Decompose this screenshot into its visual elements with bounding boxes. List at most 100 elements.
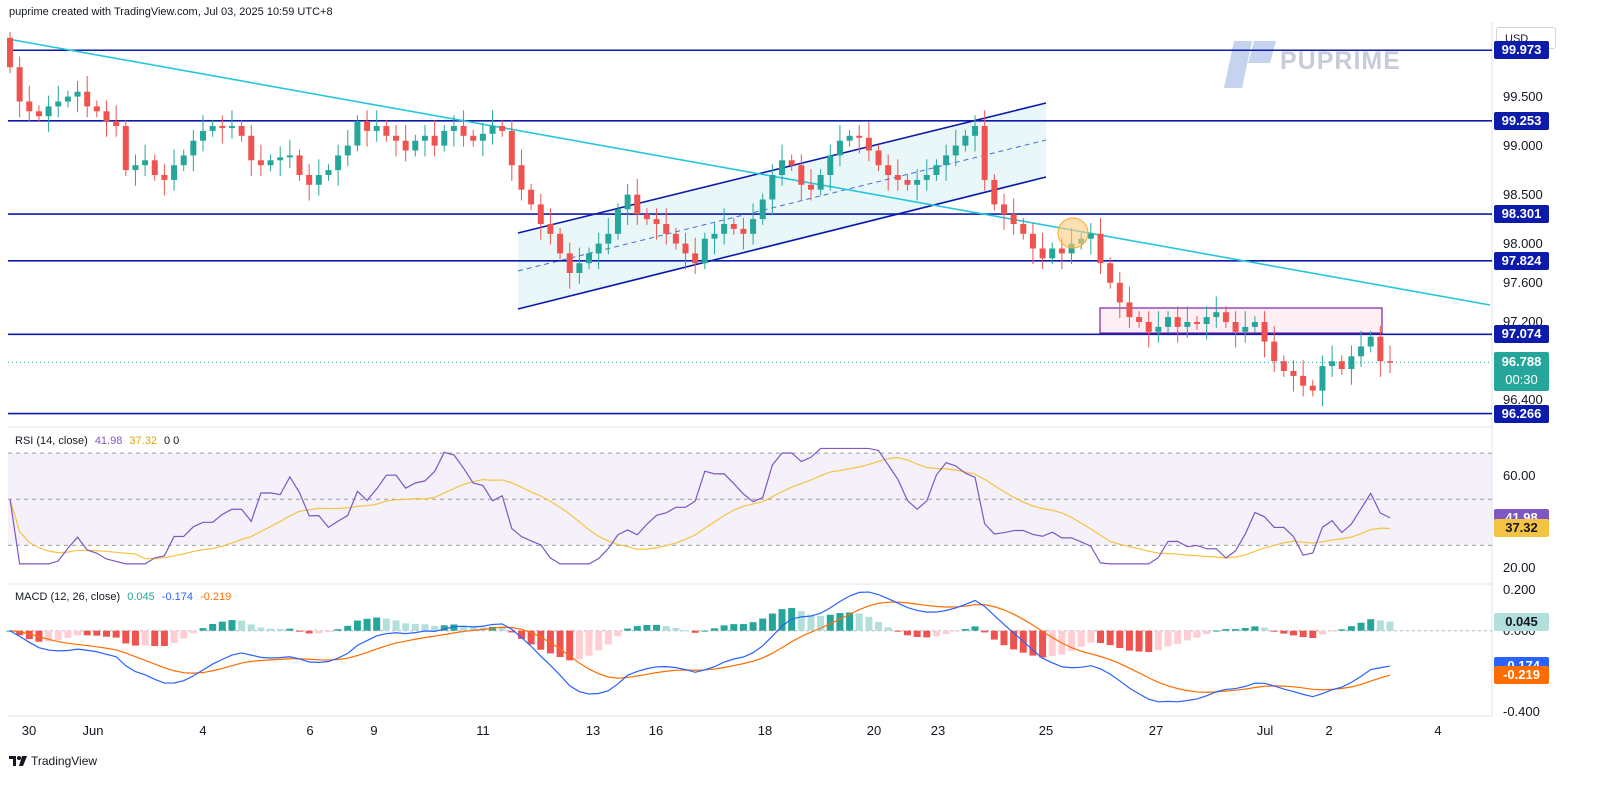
candle-body bbox=[624, 194, 631, 210]
candle bbox=[943, 144, 950, 181]
macd-tick-label: -0.400 bbox=[1503, 703, 1540, 719]
candle bbox=[499, 120, 506, 137]
candle-body bbox=[325, 170, 332, 175]
macd-hist-bar bbox=[1222, 629, 1230, 631]
candle-body bbox=[93, 106, 100, 112]
candle bbox=[354, 115, 361, 152]
candle bbox=[1222, 306, 1229, 328]
macd-hist-bar bbox=[74, 630, 82, 636]
candle-body bbox=[1280, 361, 1287, 371]
candle bbox=[122, 120, 129, 176]
macd-hist-bar bbox=[421, 624, 429, 631]
candle-body bbox=[113, 121, 120, 126]
rsi-legend: RSI (14, close) 41.98 37.32 0 0 bbox=[15, 435, 179, 447]
rsi-tick-label: 60.00 bbox=[1503, 468, 1536, 484]
candles bbox=[7, 31, 1393, 407]
candle-body bbox=[836, 140, 843, 156]
macd-hist-bar bbox=[768, 613, 776, 631]
candle-body bbox=[383, 126, 390, 136]
candle-body bbox=[943, 155, 950, 166]
price-tick-label: 99.500 bbox=[1503, 88, 1543, 104]
candle bbox=[721, 208, 728, 245]
time-tick-label: 25 bbox=[1038, 723, 1054, 738]
macd-hist-bar bbox=[682, 630, 690, 632]
candle bbox=[7, 31, 13, 74]
macd-hist-bar bbox=[382, 618, 390, 631]
macd-hist-bar bbox=[990, 630, 998, 640]
candle-body bbox=[402, 140, 409, 151]
candle bbox=[595, 232, 602, 270]
candle bbox=[1193, 316, 1200, 330]
macd-hist-bar bbox=[228, 620, 236, 631]
macd-hist-bar bbox=[624, 628, 632, 631]
candle-body bbox=[894, 175, 901, 180]
candle-body bbox=[228, 126, 235, 128]
candle bbox=[1184, 306, 1191, 338]
chart-header: puprime created with TradingView.com, Ju… bbox=[9, 6, 333, 18]
candle bbox=[904, 174, 911, 191]
candle bbox=[45, 95, 52, 132]
candle-body bbox=[972, 126, 979, 136]
candle bbox=[228, 110, 235, 139]
macd-hist-bar bbox=[614, 630, 622, 637]
candle bbox=[643, 208, 650, 225]
candle bbox=[807, 169, 814, 201]
last-price-label: 96.788 00:30 bbox=[1494, 352, 1549, 392]
candle bbox=[894, 159, 901, 191]
candle bbox=[1348, 345, 1355, 385]
macd-hist-value-label: 0.045 bbox=[1494, 612, 1549, 631]
candle-body bbox=[219, 126, 226, 128]
candle-body bbox=[412, 140, 419, 151]
candle bbox=[914, 169, 921, 201]
candle-body bbox=[1319, 366, 1326, 391]
candle-body bbox=[1232, 322, 1239, 332]
time-tick-label: Jul bbox=[1256, 723, 1274, 738]
candle-body bbox=[547, 224, 554, 234]
candle bbox=[1203, 306, 1210, 340]
candle bbox=[1251, 316, 1258, 333]
candle-body bbox=[605, 233, 612, 244]
candle-body bbox=[962, 135, 969, 146]
macd-hist-bar bbox=[807, 614, 815, 631]
candle-body bbox=[460, 126, 467, 136]
candle-body bbox=[528, 189, 535, 205]
candle bbox=[1300, 360, 1307, 397]
candle-body bbox=[335, 155, 342, 171]
macd-hist-bar bbox=[865, 616, 873, 631]
candle bbox=[952, 129, 959, 167]
candle-body bbox=[344, 145, 351, 156]
macd-hist-bar bbox=[643, 624, 651, 631]
candle bbox=[267, 154, 274, 172]
candle bbox=[1029, 223, 1036, 265]
candle bbox=[103, 100, 110, 137]
candle bbox=[586, 247, 593, 270]
candle-body bbox=[190, 140, 197, 156]
candle bbox=[1087, 223, 1094, 255]
macd-hist-bar bbox=[894, 630, 902, 632]
level-price-label: 97.074 bbox=[1494, 325, 1549, 344]
macd-hist-bar bbox=[595, 630, 603, 651]
candle bbox=[846, 129, 853, 147]
descending-trendline bbox=[7, 38, 1491, 306]
macd-hist-bar bbox=[1338, 629, 1346, 631]
candle-body bbox=[885, 165, 892, 175]
macd-hist-bar bbox=[122, 630, 130, 644]
candle-body bbox=[1367, 336, 1374, 347]
candle bbox=[1020, 218, 1027, 240]
macd-hist-bar bbox=[1116, 630, 1124, 649]
macd-hist-bar bbox=[932, 630, 940, 637]
brand-mark-icon bbox=[1224, 41, 1276, 88]
candle-body bbox=[933, 165, 940, 175]
candle-body bbox=[663, 224, 670, 234]
rsi-ma-line bbox=[9, 456, 1391, 560]
candle bbox=[1116, 272, 1123, 319]
macd-hist-bar bbox=[710, 628, 718, 631]
macd-hist-bar bbox=[1164, 630, 1172, 647]
macd-hist-bar bbox=[16, 630, 24, 636]
macd-hist-bar bbox=[537, 630, 545, 650]
touch-point-marker bbox=[1057, 217, 1089, 249]
candle-body bbox=[450, 126, 457, 131]
candle-body bbox=[595, 243, 602, 254]
macd-hist-bar bbox=[324, 630, 332, 633]
